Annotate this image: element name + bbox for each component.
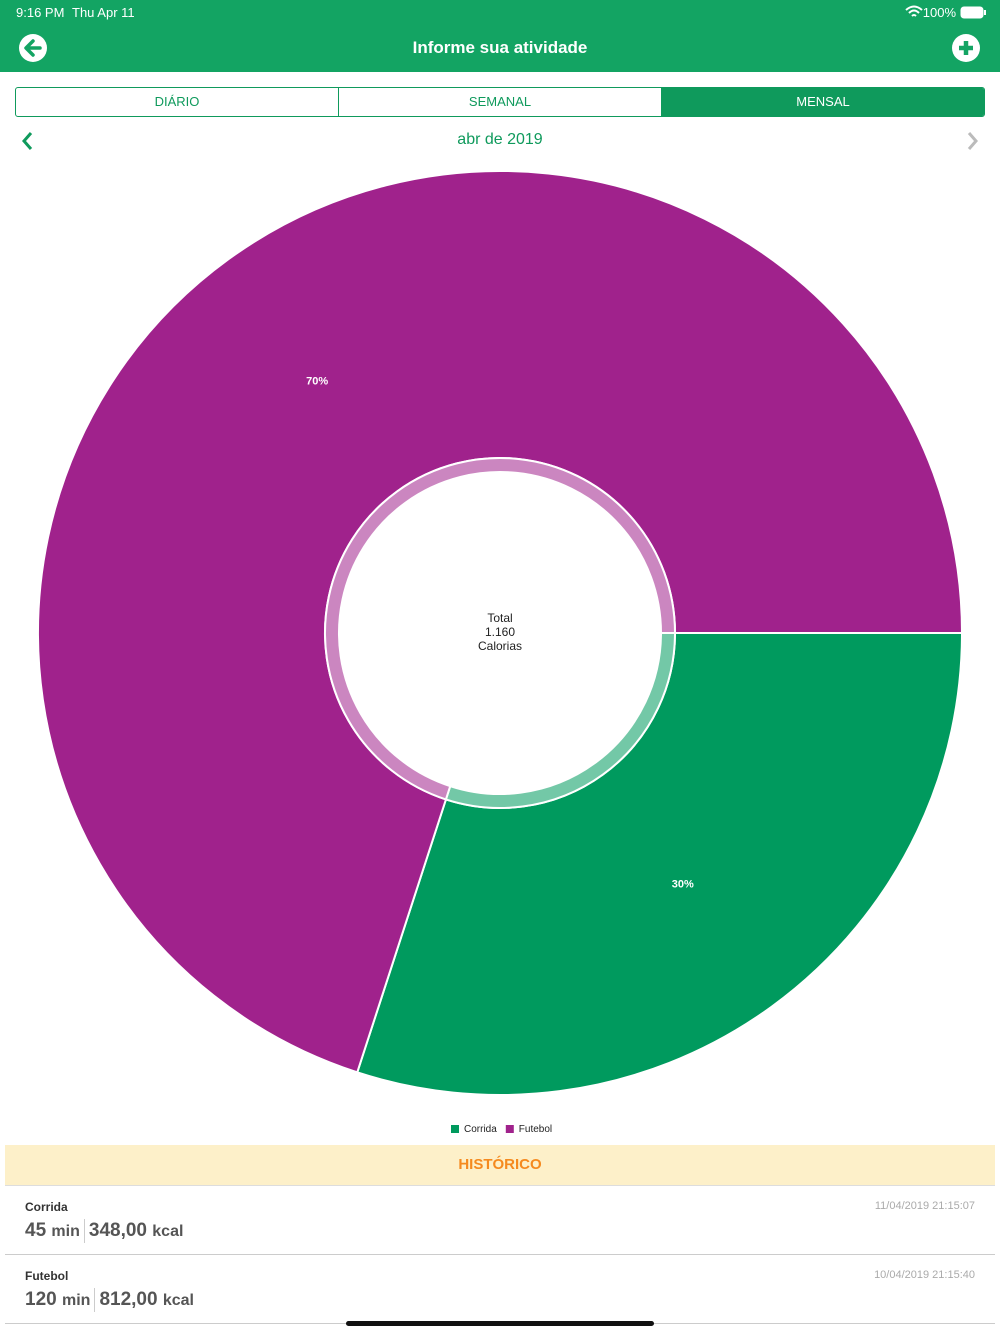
legend-label: Corrida: [464, 1124, 497, 1135]
slice-label: 30%: [672, 879, 694, 891]
history-row[interactable]: Futebol 10/04/2019 21:15:40 120 min 812,00 …: [5, 1255, 995, 1324]
activity-name: Futebol: [25, 1269, 69, 1283]
next-period[interactable]: [962, 129, 982, 153]
status-time: 9:16 PM: [16, 5, 65, 20]
battery-level: 100%: [922, 5, 956, 20]
status-date: Thu Apr 11: [72, 5, 135, 20]
legend-swatch: [451, 1125, 459, 1133]
separator: [83, 1219, 85, 1243]
slice-label: 70%: [306, 375, 328, 387]
activity-values: 120 min 812,00 kcal: [25, 1288, 194, 1312]
tab[interactable]: SEMANAL: [339, 88, 662, 116]
duration: 45: [25, 1220, 47, 1242]
center-label: Total: [487, 611, 512, 625]
duration-unit: min: [51, 1223, 80, 1241]
tab[interactable]: DIÁRIO: [16, 88, 339, 116]
tab[interactable]: MENSAL: [662, 88, 984, 116]
center-label: 1.160: [485, 625, 515, 639]
energy: 812,00: [99, 1289, 158, 1311]
wifi-icon: [905, 5, 923, 17]
period-label: abr de 2019: [457, 131, 543, 148]
pie-inner-ring: [324, 457, 677, 801]
energy-unit: kcal: [152, 1223, 184, 1241]
add-button[interactable]: [951, 33, 981, 63]
timestamp: 10/04/2019 21:15:40: [874, 1269, 975, 1281]
center-label: Calorias: [478, 639, 522, 653]
energy: 348,00: [88, 1220, 147, 1242]
duration: 120: [25, 1289, 57, 1311]
history-title: HISTÓRICO: [5, 1145, 995, 1186]
period-tabs: DIÁRIO SEMANAL MENSAL: [15, 87, 985, 117]
energy-unit: kcal: [162, 1292, 194, 1310]
top-bar: 9:16 PM Thu Apr 11 100% Informe sua ativ…: [0, 0, 1000, 72]
battery-icon: [960, 6, 986, 19]
history-row[interactable]: Corrida 11/04/2019 21:15:07 45 min 348,00 k…: [5, 1186, 995, 1255]
separator: [94, 1288, 96, 1312]
screen-title: Informe sua atividade: [412, 38, 588, 57]
home-indicator: [346, 1321, 654, 1326]
legend-label: Futebol: [519, 1124, 552, 1135]
legend-swatch: [505, 1125, 514, 1133]
previous-period[interactable]: [18, 129, 38, 153]
activity-values: 45 min 348,00 kcal: [25, 1219, 183, 1243]
timestamp: 11/04/2019 21:15:07: [874, 1200, 975, 1212]
duration-unit: min: [61, 1292, 91, 1310]
back-button[interactable]: [18, 33, 48, 63]
activity-name: Corrida: [25, 1200, 68, 1214]
